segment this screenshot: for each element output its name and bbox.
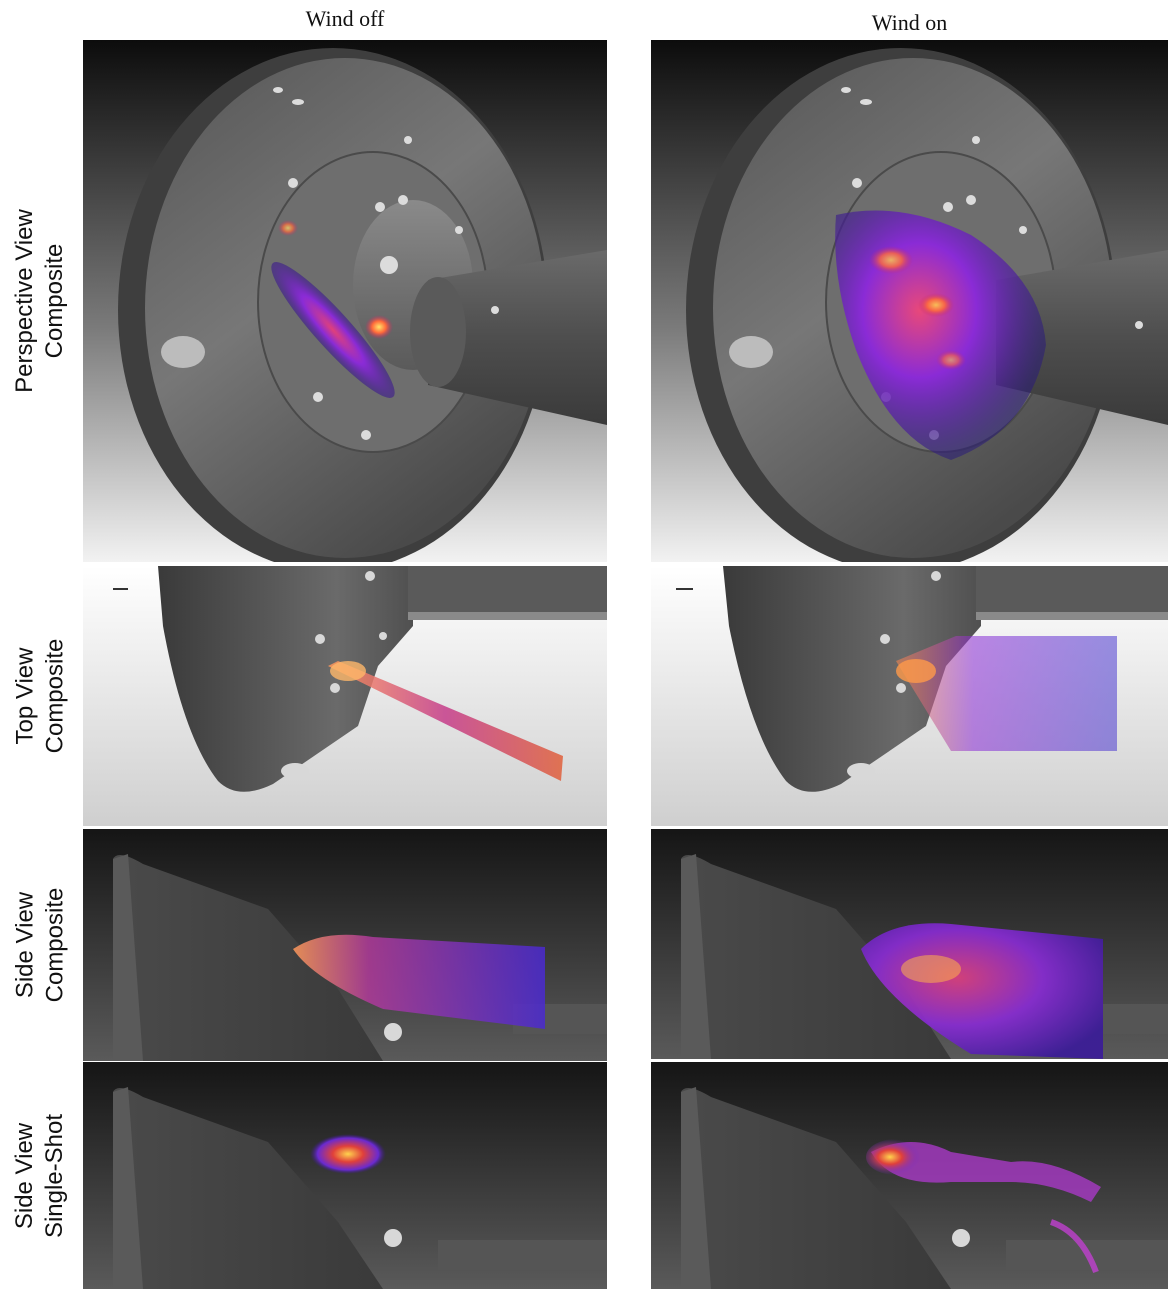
- image-top-wind-on: [651, 566, 1168, 826]
- row-label-line1: Perspective View: [11, 209, 38, 393]
- row-label-line2: Composite: [41, 638, 68, 754]
- row-label-perspective-composite: Perspective View Composite: [0, 40, 80, 562]
- image-top-wind-off: [83, 566, 607, 826]
- row-label-side-composite: Side View Composite: [0, 829, 80, 1061]
- row-label-line1: Side View: [11, 1122, 39, 1229]
- row-label-line1: Top View: [11, 647, 38, 745]
- row-label-top-composite: Top View Composite: [0, 566, 80, 826]
- image-side-composite-wind-on: [651, 829, 1168, 1059]
- image-side-composite-wind-off: [83, 829, 607, 1061]
- row-label-line2: Single-Shot: [41, 1113, 69, 1238]
- column-title-wind-on: Wind on: [871, 10, 948, 35]
- column-title-wind-off: Wind off: [305, 6, 385, 31]
- image-perspective-wind-on: [651, 40, 1168, 562]
- image-perspective-wind-off: [83, 40, 607, 562]
- image-side-single-shot-wind-off: [83, 1062, 607, 1289]
- row-label-line2: Composite: [41, 243, 68, 359]
- image-side-single-shot-wind-on: [651, 1062, 1168, 1289]
- row-label-line2: Composite: [41, 887, 68, 1003]
- row-label-side-single-shot: Side View Single-Shot: [0, 1062, 80, 1289]
- row-label-line1: Side View: [11, 891, 38, 999]
